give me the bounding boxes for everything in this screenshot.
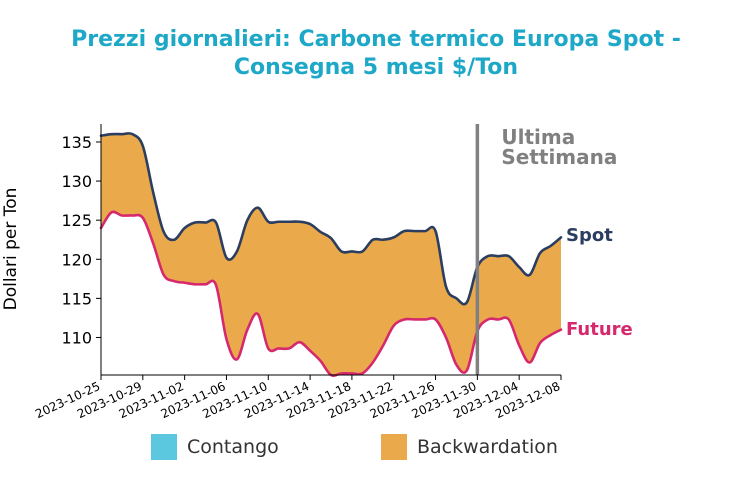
y-axis-label: Dollari per Ton [1, 188, 21, 311]
spot-series-label: Spot [566, 225, 613, 246]
backwardation-swatch [381, 434, 407, 460]
axes: 1101151201251301352023-10-252023-10-2920… [1, 124, 562, 421]
y-tick-label: 110 [61, 328, 92, 347]
series-labels: Spot Future [566, 225, 633, 340]
contango-label: Contango [187, 436, 279, 458]
chart-title-line-2: Consegna 5 mesi $/Ton [233, 55, 519, 80]
spot-line [99, 132, 563, 306]
y-tick-label: 130 [61, 172, 92, 191]
backwardation-label: Backwardation [417, 436, 558, 458]
legend-item-backwardation: Backwardation [381, 433, 558, 461]
area-layer [101, 133, 561, 376]
contango-swatch [151, 434, 177, 460]
chart-title: Prezzi giornalieri: Carbone termico Euro… [0, 26, 752, 82]
backwardation-area [101, 133, 561, 376]
last-week-label-line-1: Ultima [501, 125, 575, 149]
legend-item-contango: Contango [151, 433, 279, 461]
future-series-label: Future [566, 319, 633, 340]
chart-title-line-1: Prezzi giornalieri: Carbone termico Euro… [71, 27, 681, 52]
y-tick-label: 125 [61, 211, 92, 230]
y-tick-label: 120 [61, 250, 92, 269]
last-week-label-line-2: Settimana [501, 145, 617, 169]
y-tick-label: 115 [61, 289, 92, 308]
y-tick-label: 135 [61, 133, 92, 152]
